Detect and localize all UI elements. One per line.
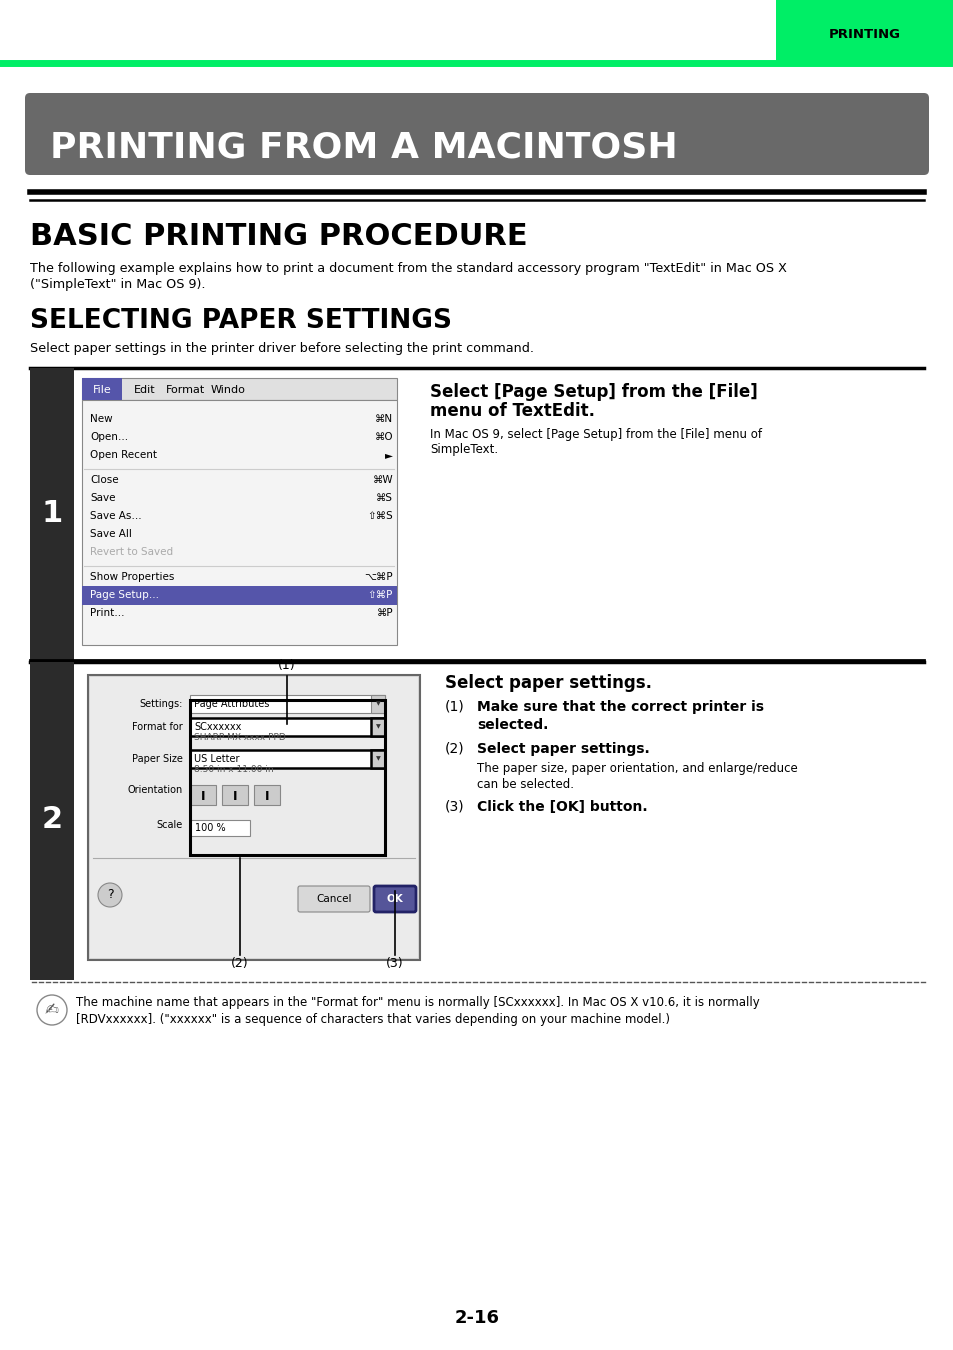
Text: Select [Page Setup] from the [File]: Select [Page Setup] from the [File] [430, 383, 757, 401]
Text: ▼: ▼ [375, 756, 380, 761]
Text: US Letter: US Letter [193, 755, 239, 764]
Text: PRINTING: PRINTING [828, 28, 900, 42]
Text: ⌘O: ⌘O [374, 432, 393, 441]
Text: Format: Format [166, 385, 206, 396]
Text: Save As…: Save As… [90, 512, 142, 521]
Bar [190, 751, 385, 768]
Circle shape [37, 995, 67, 1025]
Bar [88, 675, 419, 960]
Bar [190, 784, 215, 805]
Text: ▼: ▼ [375, 702, 380, 706]
Bar [30, 662, 74, 980]
Text: SCxxxxxx: SCxxxxxx [193, 722, 241, 732]
FancyBboxPatch shape [25, 93, 928, 176]
Text: ►: ► [385, 450, 393, 460]
Bar [371, 751, 385, 768]
Text: SimpleText.: SimpleText. [430, 443, 497, 456]
Bar [371, 695, 385, 713]
Text: I: I [265, 790, 269, 802]
Bar [82, 378, 122, 400]
FancyBboxPatch shape [297, 886, 370, 913]
FancyBboxPatch shape [374, 886, 416, 913]
Bar [253, 784, 280, 805]
Bar [775, 0, 953, 62]
Bar [190, 819, 250, 836]
Circle shape [98, 883, 122, 907]
Text: PRINTING FROM A MACINTOSH: PRINTING FROM A MACINTOSH [50, 131, 677, 165]
Text: Make sure that the correct printer is: Make sure that the correct printer is [476, 701, 763, 714]
Text: (1): (1) [444, 701, 464, 714]
Text: Select paper settings.: Select paper settings. [476, 743, 649, 756]
Text: Orientation: Orientation [128, 784, 183, 795]
Bar [371, 718, 385, 736]
Text: ⌘S: ⌘S [375, 493, 393, 504]
Text: 2-16: 2-16 [454, 1310, 499, 1327]
Text: 100 %: 100 % [194, 824, 226, 833]
Bar [190, 695, 385, 713]
Text: (1): (1) [278, 660, 295, 672]
Text: File: File [92, 385, 112, 396]
Text: Windo: Windo [211, 385, 245, 396]
Text: (2): (2) [231, 957, 249, 969]
Text: ?: ? [107, 888, 113, 902]
Text: Paper Size: Paper Size [132, 755, 183, 764]
Text: Print…: Print… [90, 608, 125, 618]
Text: Select paper settings.: Select paper settings. [444, 674, 651, 693]
Text: I: I [233, 790, 237, 802]
Text: ✍: ✍ [45, 1000, 59, 1019]
Text: The paper size, paper orientation, and enlarge/reduce: The paper size, paper orientation, and e… [476, 761, 797, 775]
Text: Open…: Open… [90, 432, 128, 441]
Text: The machine name that appears in the "Format for" menu is normally [SCxxxxxx]. I: The machine name that appears in the "Fo… [76, 996, 759, 1008]
Text: Open Recent: Open Recent [90, 450, 157, 460]
Text: Page Attributes: Page Attributes [193, 699, 269, 709]
Text: Show Properties: Show Properties [90, 572, 174, 582]
Text: (3): (3) [444, 801, 464, 814]
Bar [90, 676, 417, 958]
Text: 2: 2 [41, 806, 63, 834]
Text: Click the [OK] button.: Click the [OK] button. [476, 801, 647, 814]
Text: I: I [200, 790, 205, 802]
Bar [82, 586, 396, 605]
Bar [82, 400, 396, 645]
Text: The following example explains how to print a document from the standard accesso: The following example explains how to pr… [30, 262, 786, 275]
Text: Edit: Edit [134, 385, 155, 396]
Bar [190, 718, 385, 736]
Bar [190, 701, 385, 855]
Text: Save All: Save All [90, 529, 132, 539]
Text: Page Setup…: Page Setup… [90, 590, 159, 599]
Bar [82, 378, 396, 400]
Text: Scale: Scale [156, 819, 183, 830]
Text: (3): (3) [386, 957, 403, 969]
Text: ⌘N: ⌘N [375, 414, 393, 424]
Bar [30, 369, 74, 660]
Text: Format for: Format for [132, 722, 183, 732]
Text: ⌘P: ⌘P [376, 608, 393, 618]
Text: (2): (2) [444, 743, 464, 756]
Text: [RDVxxxxxx]. ("xxxxxx" is a sequence of characters that varies depending on your: [RDVxxxxxx]. ("xxxxxx" is a sequence of … [76, 1012, 669, 1026]
Text: In Mac OS 9, select [Page Setup] from the [File] menu of: In Mac OS 9, select [Page Setup] from th… [430, 428, 761, 441]
Text: Revert to Saved: Revert to Saved [90, 547, 172, 558]
Text: Close: Close [90, 475, 118, 485]
Text: Select paper settings in the printer driver before selecting the print command.: Select paper settings in the printer dri… [30, 342, 534, 355]
Text: ⌥⌘P: ⌥⌘P [364, 572, 393, 582]
Text: OK: OK [386, 894, 403, 904]
Text: can be selected.: can be selected. [476, 778, 574, 791]
Text: SELECTING PAPER SETTINGS: SELECTING PAPER SETTINGS [30, 308, 452, 333]
Text: ⌘W: ⌘W [372, 475, 393, 485]
Text: SHARP MX-xxxx PPD: SHARP MX-xxxx PPD [193, 733, 286, 741]
Text: 1: 1 [41, 500, 63, 528]
Text: menu of TextEdit.: menu of TextEdit. [430, 402, 595, 420]
Text: Save: Save [90, 493, 115, 504]
Text: Cancel: Cancel [315, 894, 352, 904]
Text: BASIC PRINTING PROCEDURE: BASIC PRINTING PROCEDURE [30, 221, 527, 251]
Text: ⇧⌘P: ⇧⌘P [367, 590, 393, 599]
Text: New: New [90, 414, 112, 424]
Text: 8.50 in x 11.00 in: 8.50 in x 11.00 in [193, 764, 274, 774]
Text: ("SimpleText" in Mac OS 9).: ("SimpleText" in Mac OS 9). [30, 278, 205, 292]
Bar [222, 784, 248, 805]
Text: ⇧⌘S: ⇧⌘S [367, 512, 393, 521]
Text: selected.: selected. [476, 718, 548, 732]
Text: ▼: ▼ [375, 725, 380, 729]
Text: Settings:: Settings: [139, 699, 183, 709]
